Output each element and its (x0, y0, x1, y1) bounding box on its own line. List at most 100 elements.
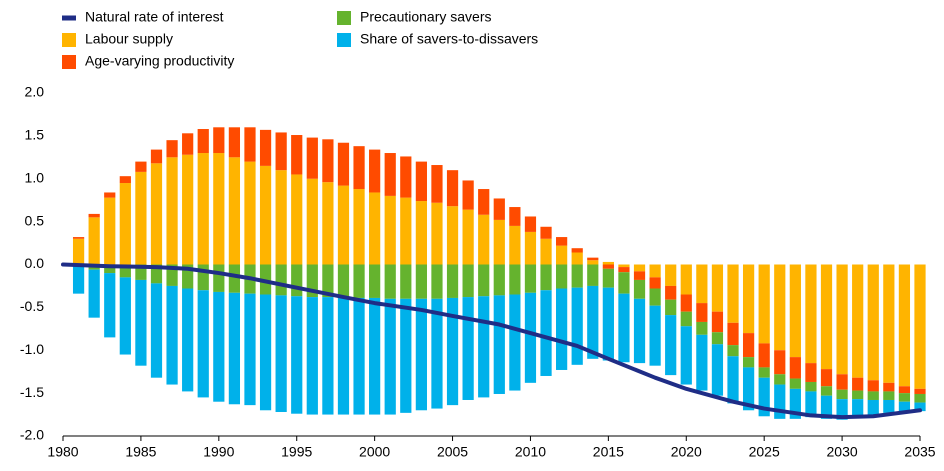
bar-segment (119, 264, 131, 278)
bar-segment (275, 170, 287, 265)
bar-segment (353, 189, 365, 265)
y-tick-label: 2.0 (25, 84, 45, 100)
bar-segment (758, 377, 770, 417)
bar-segment (337, 142, 350, 186)
bar-segment (571, 248, 583, 253)
bar-segment (852, 377, 864, 391)
bar-segment (478, 214, 490, 265)
bar-segment (322, 139, 334, 183)
bar-segment (88, 217, 100, 265)
bar-segment (883, 382, 895, 392)
y-tick-label: -1.0 (20, 341, 44, 357)
legend-marker (337, 33, 351, 47)
bar-segment (602, 268, 614, 288)
x-tick-label: 2030 (827, 444, 858, 460)
bar-segment (182, 264, 194, 289)
y-tick-label: -1.5 (20, 384, 44, 400)
bar-segment (820, 395, 833, 419)
bar-segment (431, 202, 443, 265)
bar-segment (306, 297, 318, 415)
bar-segment (820, 386, 833, 396)
x-tick-label: 2015 (593, 444, 624, 460)
y-tick-label: -2.0 (20, 427, 44, 443)
legend-label: Labour supply (85, 31, 173, 47)
bar-segment (883, 399, 895, 413)
bar-segment (587, 264, 599, 286)
bar-segment (649, 288, 661, 306)
bar-segment (649, 264, 661, 278)
bar-segment (400, 197, 412, 265)
bar-segment (228, 157, 241, 265)
bar-segment (540, 238, 552, 265)
bar-segment (337, 264, 350, 298)
bar-segment (867, 380, 879, 392)
bar-segment (524, 264, 537, 293)
bar-segment (322, 182, 334, 265)
bar-segment (291, 264, 303, 297)
bar-segment (493, 198, 505, 220)
bar-segment (602, 287, 614, 361)
bar-segment (711, 344, 724, 396)
bar-segment (883, 391, 895, 400)
bar-segment (649, 305, 661, 366)
legend-label: Share of savers-to-dissavers (360, 31, 538, 47)
bar-segment (805, 381, 817, 392)
bar-segment (852, 399, 864, 417)
bar-segment (119, 176, 131, 184)
bar-segment (540, 226, 552, 239)
bar-segment (618, 264, 630, 268)
bar-segment (758, 264, 770, 344)
bar-segment (213, 127, 225, 154)
bar-segment (696, 321, 708, 335)
x-tick-label: 2020 (671, 444, 702, 460)
bar-segment (493, 219, 505, 265)
bar-segment (244, 293, 256, 406)
bar-segment (322, 297, 334, 415)
bar-segment (571, 252, 583, 265)
y-tick-label: -0.5 (20, 298, 44, 314)
bar-segment (135, 279, 147, 366)
bar-segment (197, 153, 209, 265)
bar-segment (509, 264, 521, 295)
bar-segment (259, 129, 272, 166)
bar-segment (213, 291, 225, 402)
bar-segment (696, 334, 708, 391)
bar-segment (727, 345, 739, 357)
bar-segment (72, 238, 85, 265)
bar-segment (587, 260, 599, 265)
bar-segment (540, 264, 552, 291)
bar-segment (680, 264, 692, 295)
bar-segment (556, 237, 568, 246)
bar-segment (509, 294, 521, 391)
bar-segment (789, 388, 801, 419)
bar-segment (602, 261, 614, 265)
bar-segment (914, 393, 926, 403)
bar-segment (914, 264, 926, 389)
bar-segment (369, 149, 381, 193)
bar-segment (259, 165, 272, 265)
bar-segment (758, 367, 770, 378)
bar-segment (742, 367, 755, 411)
bar-segment (478, 296, 490, 398)
bar-segment (135, 171, 147, 265)
bar-segment (789, 357, 801, 379)
bar-segment (88, 213, 100, 218)
bar-segment (852, 390, 864, 400)
bar-segment (820, 264, 833, 370)
bar-segment (883, 264, 895, 383)
y-tick-label: 0.0 (25, 255, 45, 271)
bar-segment (166, 140, 178, 158)
bar-segment (680, 311, 692, 327)
bar-segment (228, 127, 241, 158)
bar-segment (182, 133, 194, 155)
bar-segment (197, 264, 209, 291)
bar-segment (213, 153, 225, 265)
bar-segment (571, 264, 583, 288)
bar-segment (462, 297, 474, 400)
legend-marker (337, 11, 351, 25)
x-tick-label: 2010 (515, 444, 546, 460)
bar-segment (852, 264, 864, 378)
bar-segment (587, 285, 599, 359)
bar-segment (742, 357, 755, 368)
bar-segment (789, 378, 801, 389)
